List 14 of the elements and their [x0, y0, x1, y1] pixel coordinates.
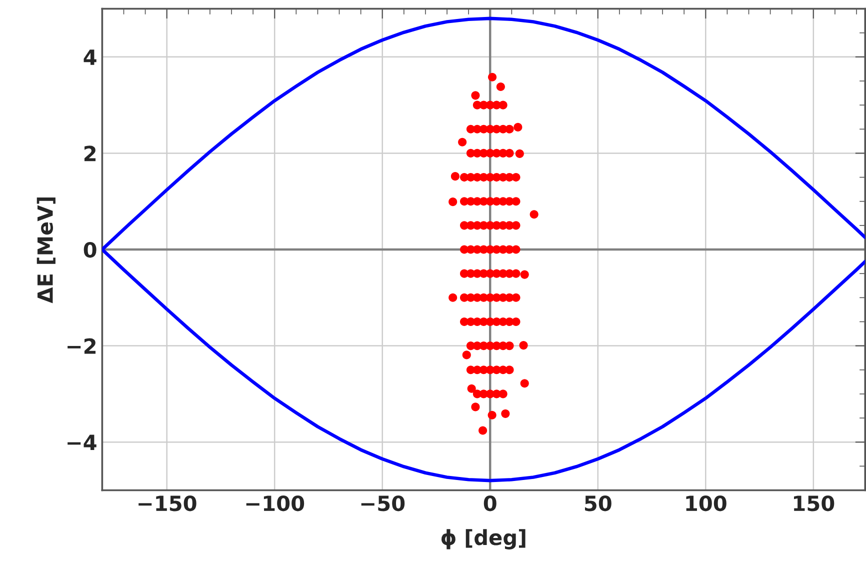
y-tick-label: −2: [68, 338, 96, 354]
y-axis-title: ΔE [MeV]: [36, 197, 56, 304]
x-tick-label: 50: [585, 495, 612, 512]
x-tick-label: 100: [686, 495, 726, 512]
x-tick-label: −150: [138, 495, 196, 512]
x-axis-title: ϕ [deg]: [441, 529, 526, 550]
y-tick-label: 4: [84, 50, 96, 65]
x-tick-label: 150: [794, 495, 834, 512]
y-tick-label: −4: [68, 434, 96, 450]
y-tick-label: 2: [84, 146, 96, 162]
y-tick-label: 0: [84, 242, 96, 258]
x-tick-label: −50: [361, 495, 405, 512]
x-tick-label: −100: [246, 495, 304, 512]
x-tick-label: 0: [484, 495, 496, 512]
